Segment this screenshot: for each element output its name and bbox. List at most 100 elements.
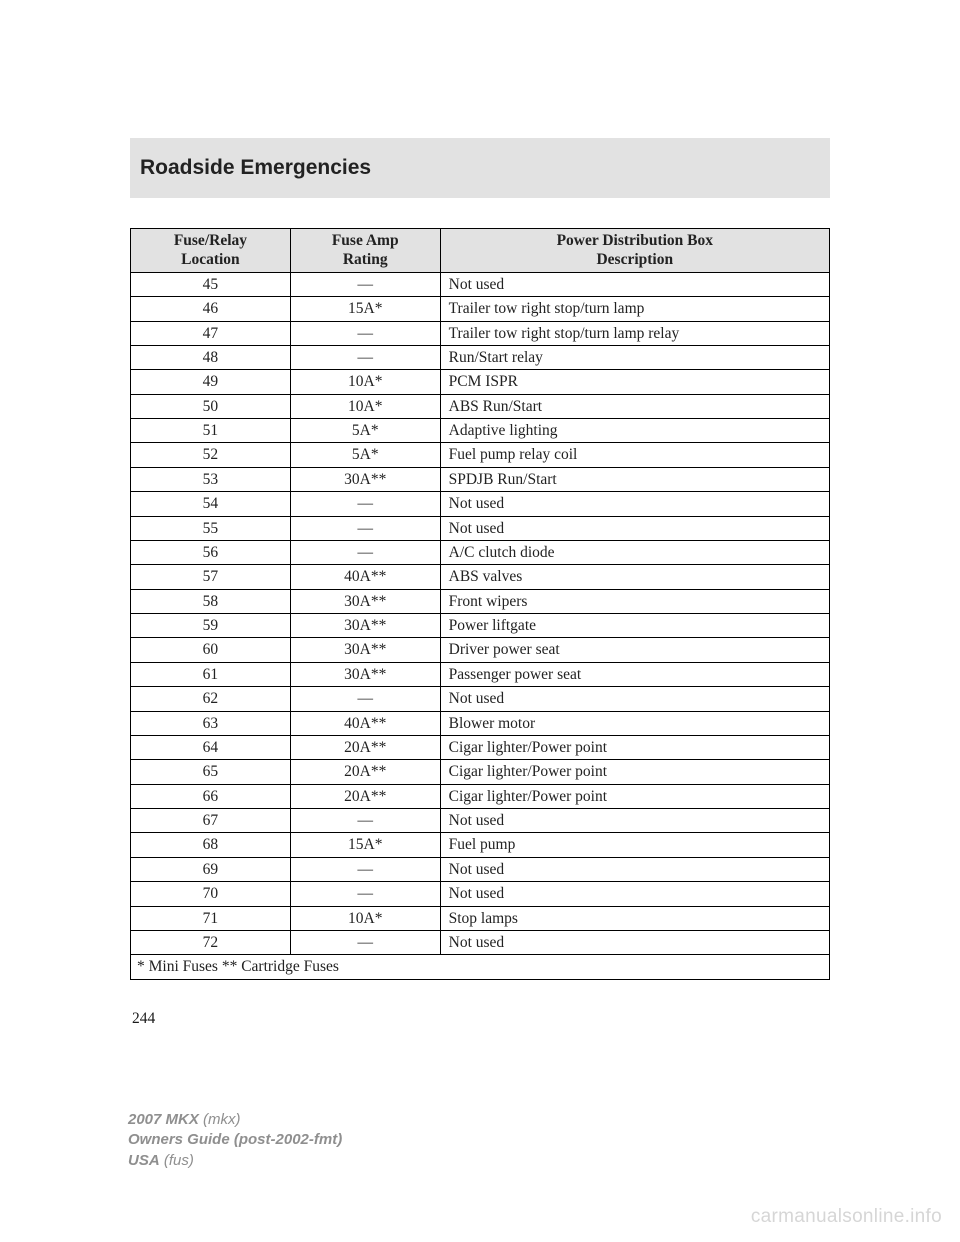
cell-location: 63	[131, 711, 291, 735]
cell-location: 65	[131, 760, 291, 784]
col-header-location: Fuse/Relay Location	[131, 229, 291, 273]
cell-amp: 20A**	[290, 784, 440, 808]
table-row: 62—Not used	[131, 687, 830, 711]
footer-block: 2007 MKX (mkx) Owners Guide (post-2002-f…	[128, 1110, 342, 1171]
cell-amp: 30A**	[290, 589, 440, 613]
table-row: 4910A*PCM ISPR	[131, 370, 830, 394]
cell-location: 69	[131, 857, 291, 881]
fuse-table-head: Fuse/Relay Location Fuse Amp Rating Powe…	[131, 229, 830, 273]
cell-description: Not used	[440, 857, 829, 881]
table-row: 7110A*Stop lamps	[131, 906, 830, 930]
cell-location: 71	[131, 906, 291, 930]
cell-amp: 10A*	[290, 394, 440, 418]
table-row: 70—Not used	[131, 882, 830, 906]
cell-amp: 5A*	[290, 419, 440, 443]
table-row: 525A*Fuel pump relay coil	[131, 443, 830, 467]
cell-amp: —	[290, 687, 440, 711]
cell-location: 72	[131, 930, 291, 954]
cell-description: Not used	[440, 930, 829, 954]
cell-location: 52	[131, 443, 291, 467]
table-row: 6620A**Cigar lighter/Power point	[131, 784, 830, 808]
footer-region-code: (fus)	[160, 1152, 194, 1169]
cell-description: Not used	[440, 687, 829, 711]
table-row: 5830A**Front wipers	[131, 589, 830, 613]
cell-description: Not used	[440, 516, 829, 540]
cell-description: Not used	[440, 492, 829, 516]
cell-amp: 30A**	[290, 638, 440, 662]
table-row: 6340A**Blower motor	[131, 711, 830, 735]
cell-amp: —	[290, 809, 440, 833]
table-row: 67—Not used	[131, 809, 830, 833]
table-row: 6030A**Driver power seat	[131, 638, 830, 662]
cell-amp: —	[290, 272, 440, 296]
cell-location: 61	[131, 662, 291, 686]
cell-description: Cigar lighter/Power point	[440, 784, 829, 808]
cell-amp: —	[290, 857, 440, 881]
footer-line-2: Owners Guide (post-2002-fmt)	[128, 1130, 342, 1150]
table-row: 69—Not used	[131, 857, 830, 881]
cell-location: 51	[131, 419, 291, 443]
table-row: 5740A**ABS valves	[131, 565, 830, 589]
cell-location: 47	[131, 321, 291, 345]
cell-location: 57	[131, 565, 291, 589]
footer-line-1: 2007 MKX (mkx)	[128, 1110, 342, 1130]
cell-description: Fuel pump	[440, 833, 829, 857]
footer-region: USA	[128, 1152, 160, 1169]
cell-location: 68	[131, 833, 291, 857]
col-header-text: Fuse/Relay	[174, 232, 247, 249]
fuse-table-body: 45—Not used4615A*Trailer tow right stop/…	[131, 272, 830, 955]
col-header-rating: Fuse Amp Rating	[290, 229, 440, 273]
cell-description: Trailer tow right stop/turn lamp	[440, 297, 829, 321]
cell-amp: —	[290, 492, 440, 516]
cell-location: 54	[131, 492, 291, 516]
table-footnote-row: * Mini Fuses ** Cartridge Fuses	[131, 955, 830, 979]
cell-location: 59	[131, 614, 291, 638]
cell-amp: 5A*	[290, 443, 440, 467]
cell-description: Not used	[440, 882, 829, 906]
cell-amp: 30A**	[290, 614, 440, 638]
watermark-text: carmanualsonline.info	[751, 1206, 942, 1228]
cell-amp: 40A**	[290, 711, 440, 735]
cell-amp: —	[290, 882, 440, 906]
cell-location: 64	[131, 735, 291, 759]
cell-description: Trailer tow right stop/turn lamp relay	[440, 321, 829, 345]
col-header-text: Power Distribution Box	[557, 232, 713, 249]
fuse-table: Fuse/Relay Location Fuse Amp Rating Powe…	[130, 228, 830, 980]
col-header-description: Power Distribution Box Description	[440, 229, 829, 273]
cell-location: 50	[131, 394, 291, 418]
cell-description: Driver power seat	[440, 638, 829, 662]
table-row: 54—Not used	[131, 492, 830, 516]
cell-location: 45	[131, 272, 291, 296]
col-header-text: Rating	[343, 251, 388, 268]
cell-amp: —	[290, 321, 440, 345]
section-header-band: Roadside Emergencies	[130, 138, 830, 198]
fuse-footnote: * Mini Fuses ** Cartridge Fuses	[131, 955, 830, 979]
table-header-row: Fuse/Relay Location Fuse Amp Rating Powe…	[131, 229, 830, 273]
cell-description: Stop lamps	[440, 906, 829, 930]
cell-amp: 10A*	[290, 906, 440, 930]
footer-model: 2007 MKX	[128, 1111, 199, 1128]
table-row: 5330A**SPDJB Run/Start	[131, 467, 830, 491]
table-row: 6815A*Fuel pump	[131, 833, 830, 857]
cell-amp: —	[290, 345, 440, 369]
cell-location: 70	[131, 882, 291, 906]
cell-description: Fuel pump relay coil	[440, 443, 829, 467]
page-number: 244	[132, 1010, 155, 1028]
cell-amp: 30A**	[290, 662, 440, 686]
table-row: 45—Not used	[131, 272, 830, 296]
cell-description: Passenger power seat	[440, 662, 829, 686]
cell-amp: 15A*	[290, 833, 440, 857]
table-row: 55—Not used	[131, 516, 830, 540]
cell-location: 67	[131, 809, 291, 833]
cell-location: 66	[131, 784, 291, 808]
cell-amp: 20A**	[290, 735, 440, 759]
cell-description: ABS valves	[440, 565, 829, 589]
section-title: Roadside Emergencies	[140, 156, 371, 180]
cell-location: 46	[131, 297, 291, 321]
cell-amp: 40A**	[290, 565, 440, 589]
table-row: 515A*Adaptive lighting	[131, 419, 830, 443]
cell-location: 56	[131, 540, 291, 564]
footer-line-3: USA (fus)	[128, 1151, 342, 1171]
cell-description: PCM ISPR	[440, 370, 829, 394]
cell-amp: 20A**	[290, 760, 440, 784]
